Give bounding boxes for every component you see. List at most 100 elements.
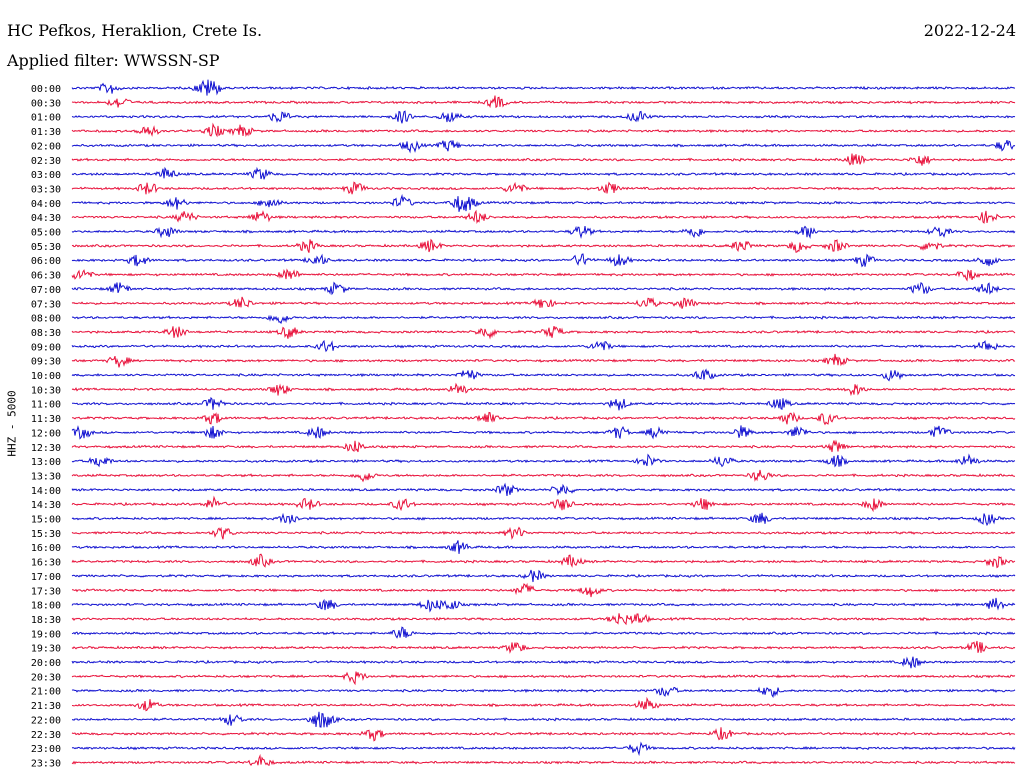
time-tick-label: 06:30 bbox=[31, 271, 61, 282]
trace-line bbox=[71, 741, 1016, 757]
time-tick-label: 21:00 bbox=[31, 687, 61, 698]
trace-line bbox=[71, 482, 1016, 496]
trace-line bbox=[71, 209, 1016, 225]
time-tick-label: 12:00 bbox=[31, 428, 61, 439]
trace-line bbox=[71, 727, 1016, 742]
trace-line bbox=[71, 526, 1016, 540]
time-tick-label: 16:00 bbox=[31, 543, 61, 554]
time-tick-label: 18:30 bbox=[31, 615, 61, 626]
time-tick-label: 15:30 bbox=[31, 529, 61, 540]
trace-line bbox=[71, 353, 1016, 368]
time-tick-label: 03:00 bbox=[31, 170, 61, 181]
trace-line bbox=[71, 553, 1016, 569]
time-tick-label: 19:30 bbox=[31, 644, 61, 655]
time-tick-label: 02:00 bbox=[31, 141, 61, 152]
time-tick-label: 11:00 bbox=[31, 400, 61, 411]
trace-line bbox=[71, 613, 1016, 626]
trace-line bbox=[71, 166, 1016, 180]
trace-line bbox=[71, 626, 1016, 639]
trace-line bbox=[71, 296, 1016, 309]
time-tick-label: 07:00 bbox=[31, 285, 61, 296]
time-tick-label: 17:00 bbox=[31, 572, 61, 583]
trace-line bbox=[71, 339, 1016, 353]
trace-line bbox=[71, 181, 1016, 195]
filter-label: Applied filter: WWSSN-SP bbox=[7, 51, 220, 70]
trace-line bbox=[71, 656, 1016, 669]
trace-line bbox=[71, 139, 1016, 154]
trace-line bbox=[71, 122, 1016, 138]
time-tick-label: 23:30 bbox=[31, 758, 61, 769]
time-tick-label: 22:00 bbox=[31, 715, 61, 726]
time-tick-label: 04:00 bbox=[31, 199, 61, 210]
trace-line bbox=[71, 110, 1016, 124]
date-label: 2022-12-24 bbox=[923, 21, 1016, 40]
time-tick-label: 15:00 bbox=[31, 515, 61, 526]
trace-line bbox=[71, 597, 1016, 613]
trace-line bbox=[71, 540, 1016, 554]
trace-line bbox=[71, 569, 1016, 583]
trace-line bbox=[71, 439, 1016, 453]
trace-line bbox=[71, 711, 1016, 728]
trace-line bbox=[71, 238, 1015, 253]
time-tick-label: 23:00 bbox=[31, 744, 61, 755]
trace-line bbox=[72, 582, 1016, 598]
trace-line bbox=[71, 281, 1016, 296]
trace-line bbox=[71, 753, 1016, 767]
time-tick-label: 10:30 bbox=[31, 385, 61, 396]
time-tick-label: 09:00 bbox=[31, 342, 61, 353]
time-tick-label: 20:00 bbox=[31, 658, 61, 669]
time-tick-label: 03:30 bbox=[31, 184, 61, 195]
trace-line bbox=[72, 411, 1016, 426]
time-tick-label: 20:30 bbox=[31, 672, 61, 683]
trace-line bbox=[71, 193, 1016, 212]
time-tick-label: 18:00 bbox=[31, 601, 61, 612]
time-tick-label: 05:30 bbox=[31, 242, 61, 253]
time-tick-label: 19:00 bbox=[31, 629, 61, 640]
time-tick-label: 02:30 bbox=[31, 156, 61, 167]
trace-line bbox=[71, 314, 1016, 325]
trace-line bbox=[71, 368, 1016, 382]
trace-line bbox=[71, 686, 1016, 699]
trace-line bbox=[71, 382, 1016, 397]
time-tick-label: 10:00 bbox=[31, 371, 61, 382]
time-tick-label: 14:00 bbox=[31, 486, 61, 497]
time-tick-label: 08:00 bbox=[31, 314, 61, 325]
time-tick-label: 22:30 bbox=[31, 730, 61, 741]
time-tick-label: 21:30 bbox=[31, 701, 61, 712]
trace-line bbox=[71, 453, 1016, 468]
trace-line bbox=[71, 253, 1016, 268]
time-tick-label: 13:30 bbox=[31, 471, 61, 482]
time-tick-label: 01:30 bbox=[31, 127, 61, 138]
time-tick-label: 17:30 bbox=[31, 586, 61, 597]
trace-line bbox=[71, 425, 1016, 440]
time-tick-label: 16:30 bbox=[31, 558, 61, 569]
trace-line bbox=[71, 268, 1016, 282]
trace-line bbox=[71, 153, 1016, 166]
time-tick-label: 14:30 bbox=[31, 500, 61, 511]
time-tick-label: 06:00 bbox=[31, 256, 61, 267]
time-tick-label: 12:30 bbox=[31, 443, 61, 454]
time-tick-label: 09:30 bbox=[31, 357, 61, 368]
trace-line bbox=[71, 671, 1016, 686]
time-tick-label: 00:00 bbox=[31, 84, 61, 95]
trace-line bbox=[71, 696, 1016, 712]
time-tick-label: 13:00 bbox=[31, 457, 61, 468]
trace-line bbox=[71, 325, 1016, 340]
time-tick-label: 05:00 bbox=[31, 228, 61, 239]
time-tick-label: 00:30 bbox=[31, 98, 61, 109]
trace-line bbox=[71, 640, 1016, 654]
trace-line bbox=[71, 95, 1016, 109]
trace-line bbox=[71, 225, 1016, 240]
time-tick-label: 04:30 bbox=[31, 213, 61, 224]
time-tick-label: 07:30 bbox=[31, 299, 61, 310]
trace-line bbox=[71, 495, 1016, 513]
trace-line bbox=[71, 79, 1016, 96]
time-tick-label: 08:30 bbox=[31, 328, 61, 339]
station-title: HC Pefkos, Heraklion, Crete Is. bbox=[7, 21, 263, 40]
time-tick-label: 11:30 bbox=[31, 414, 61, 425]
trace-line bbox=[71, 469, 1016, 483]
trace-line bbox=[71, 512, 1016, 527]
time-tick-label: 01:00 bbox=[31, 113, 61, 124]
trace-line bbox=[71, 396, 1016, 411]
